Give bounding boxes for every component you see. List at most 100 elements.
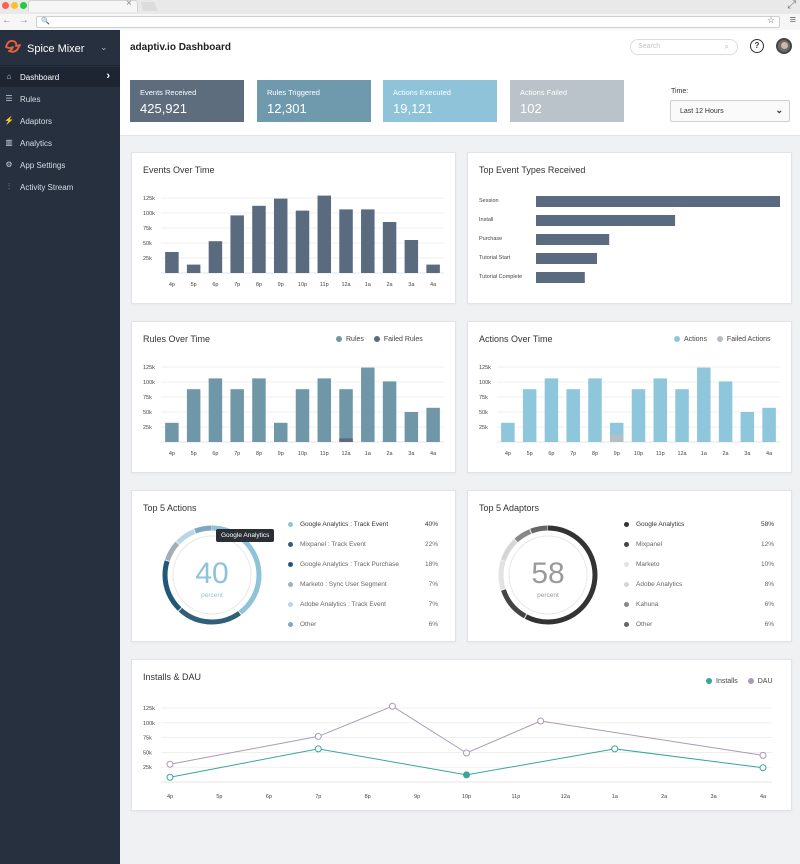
window-minimize-dot[interactable]	[11, 2, 18, 9]
bar-8p[interactable]	[252, 205, 266, 273]
stat-card-rules-triggered[interactable]: Rules Triggered 12,301	[257, 80, 371, 122]
bar-1a[interactable]	[361, 209, 375, 273]
stat-card-actions-failed[interactable]: Actions Failed 102	[510, 80, 624, 122]
donut-legend-row[interactable]: Marketo : Sync User Segment 7%	[288, 580, 438, 592]
bar-9p[interactable]	[273, 198, 288, 273]
bar-6p[interactable]	[208, 378, 223, 442]
bar-6p[interactable]	[208, 241, 223, 273]
hbar-session[interactable]	[536, 196, 780, 207]
bar-4a[interactable]	[426, 407, 440, 442]
bar-1a[interactable]	[361, 367, 375, 442]
point-dau[interactable]	[314, 732, 322, 740]
donut-legend-row[interactable]: Google Analytics : Track Event 40%	[288, 520, 438, 532]
window-close-dot[interactable]	[2, 2, 9, 9]
donut-legend-row[interactable]: Marketo 10%	[624, 560, 774, 572]
chevron-down-icon[interactable]: ⌄	[100, 42, 108, 52]
expand-icon[interactable]: ⤢	[787, 0, 796, 11]
bar-7p[interactable]	[230, 215, 244, 273]
address-bar[interactable]: 🔍 ☆	[36, 15, 780, 28]
bar-12a[interactable]	[339, 389, 353, 442]
donut-slice-2[interactable]	[162, 525, 262, 625]
search-input[interactable]: Search ⌕	[630, 39, 738, 55]
sidebar-item-app-settings[interactable]: ⚙ App Settings	[0, 155, 120, 175]
hbar-tutorial-complete[interactable]	[536, 272, 585, 283]
donut-legend-row[interactable]: Adobe Analytics : Track Event 7%	[288, 600, 438, 612]
donut-legend-row[interactable]: Mixpanel : Track Event 22%	[288, 540, 438, 552]
bar-1a[interactable]	[697, 367, 711, 442]
new-tab-button[interactable]	[140, 2, 158, 11]
time-range-select[interactable]: Last 12 Hours ⌄	[670, 100, 790, 122]
window-maximize-dot[interactable]	[20, 2, 27, 9]
menu-icon[interactable]: ≡	[789, 14, 796, 26]
bar-12a[interactable]	[675, 389, 689, 442]
sidebar-item-activity-stream[interactable]: ⫶ Activity Stream	[0, 177, 120, 197]
sidebar-item-adaptors[interactable]: ⚡ Adaptors	[0, 111, 120, 131]
donut-legend-row[interactable]: Google Analytics : Track Purchase 18%	[288, 560, 438, 572]
brand-header[interactable]: Spice Mixer ⌄	[0, 30, 120, 66]
hbar-purchase[interactable]	[536, 234, 610, 245]
point-installs[interactable]	[759, 764, 767, 772]
bar-10p[interactable]	[295, 210, 310, 273]
point-installs[interactable]	[314, 745, 322, 753]
point-dau[interactable]	[166, 760, 174, 768]
donut-slice-0[interactable]	[162, 525, 262, 625]
bar-12a[interactable]	[339, 209, 353, 273]
donut-legend-row[interactable]: Google Analytics 58%	[624, 520, 774, 532]
tab-close-icon[interactable]: ×	[126, 0, 132, 9]
bar-2a[interactable]	[382, 381, 397, 442]
donut-legend-row[interactable]: Mixpanel 12%	[624, 540, 774, 552]
donut-legend-row[interactable]: Other 6%	[288, 620, 438, 632]
point-dau[interactable]	[388, 702, 396, 710]
stat-card-actions-executed[interactable]: Actions Executed 19,121	[383, 80, 497, 122]
bar-4a[interactable]	[426, 264, 440, 273]
bar-failed-12a[interactable]	[339, 438, 353, 442]
bar-10p[interactable]	[631, 389, 646, 442]
bar-6p[interactable]	[544, 378, 559, 442]
sidebar-item-dashboard[interactable]: ⌂ Dashboard ›	[0, 67, 120, 87]
bar-8p[interactable]	[252, 378, 266, 442]
bar-4p[interactable]	[501, 422, 515, 442]
donut-legend-row[interactable]: Kahuna 6%	[624, 600, 774, 612]
bar-4p[interactable]	[165, 252, 179, 273]
donut-legend-row[interactable]: Other 6%	[624, 620, 774, 632]
browser-tab[interactable]	[28, 0, 138, 12]
bar-5p[interactable]	[522, 389, 537, 442]
point-installs[interactable]	[463, 771, 470, 779]
bar-5p[interactable]	[186, 389, 201, 442]
bar-2a[interactable]	[718, 381, 733, 442]
sidebar-item-rules[interactable]: ☰ Rules	[0, 89, 120, 109]
star-icon[interactable]: ☆	[766, 15, 775, 25]
point-dau[interactable]	[537, 717, 545, 725]
bar-8p[interactable]	[588, 378, 602, 442]
bar-9p[interactable]	[273, 422, 288, 442]
bar-10p[interactable]	[295, 389, 310, 442]
sidebar-item-analytics[interactable]: ▥ Analytics	[0, 133, 120, 153]
bar-7p[interactable]	[566, 389, 580, 442]
hbar-tutorial-start[interactable]	[536, 253, 597, 264]
bar-3a[interactable]	[404, 412, 419, 442]
bar-4p[interactable]	[165, 422, 179, 442]
bar-11p[interactable]	[317, 195, 332, 273]
bar-11p[interactable]	[317, 378, 332, 442]
donut-slice-0[interactable]	[498, 525, 598, 625]
nav-buttons-icon[interactable]: ← → ○ ⌂	[2, 15, 57, 26]
avatar[interactable]	[776, 38, 792, 54]
help-icon[interactable]: ?	[750, 39, 764, 53]
point-dau[interactable]	[463, 749, 470, 757]
stat-card-events-received[interactable]: Events Received 425,921	[130, 80, 244, 122]
donut-legend-row[interactable]: Adobe Analytics 8%	[624, 580, 774, 592]
bar-11p[interactable]	[653, 378, 668, 442]
bar-failed-9p[interactable]	[609, 434, 624, 442]
point-dau[interactable]	[759, 751, 767, 759]
bar-2a[interactable]	[382, 222, 397, 273]
bar-3a[interactable]	[740, 412, 755, 442]
bar-4a[interactable]	[762, 407, 776, 442]
point-installs[interactable]	[166, 773, 174, 781]
donut-slice-1[interactable]	[162, 525, 262, 625]
donut-slice-2[interactable]	[498, 525, 598, 625]
bar-3a[interactable]	[404, 240, 419, 273]
bar-5p[interactable]	[186, 264, 201, 273]
point-installs[interactable]	[611, 745, 619, 753]
hbar-install[interactable]	[536, 215, 676, 226]
bar-7p[interactable]	[230, 389, 244, 442]
